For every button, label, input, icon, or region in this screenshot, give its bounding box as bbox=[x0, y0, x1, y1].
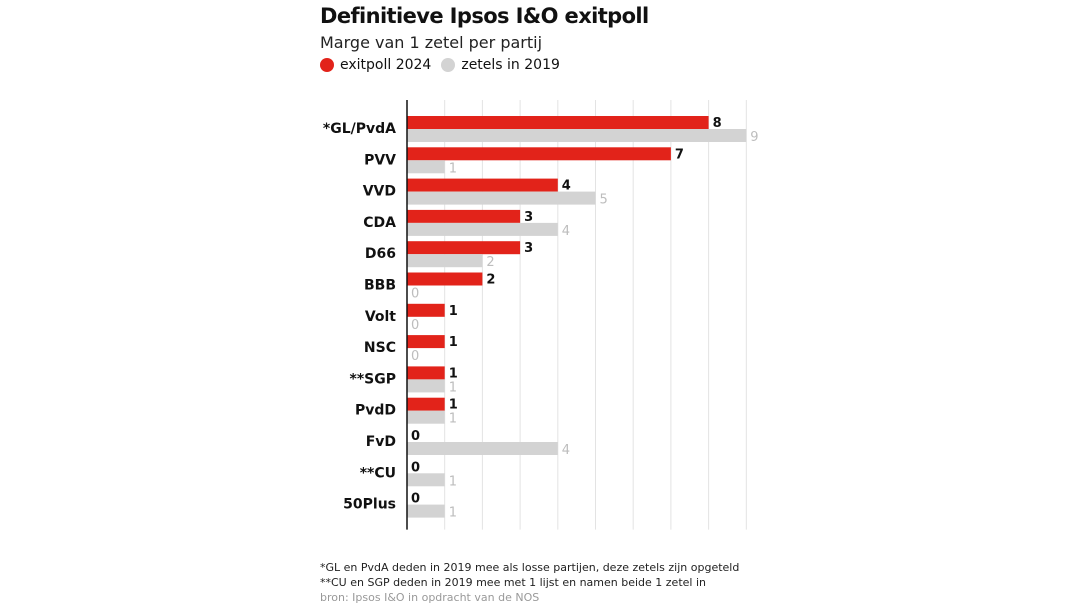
legend-label-exitpoll: exitpoll 2024 bbox=[340, 57, 432, 73]
bar-exitpoll-2024 bbox=[407, 241, 521, 255]
value-label-zetels-2019: 0 bbox=[411, 287, 419, 302]
value-label-exitpoll-2024: 8 bbox=[713, 116, 722, 131]
legend-label-2019: zetels in 2019 bbox=[461, 57, 560, 73]
category-label: CDA bbox=[363, 215, 396, 231]
category-label: Volt bbox=[365, 309, 396, 325]
value-label-zetels-2019: 1 bbox=[449, 412, 457, 427]
value-label-zetels-2019: 0 bbox=[411, 349, 419, 364]
value-label-exitpoll-2024: 1 bbox=[449, 398, 458, 413]
category-label: BBB bbox=[364, 278, 396, 294]
value-label-zetels-2019: 2 bbox=[486, 255, 494, 270]
value-label-zetels-2019: 1 bbox=[449, 380, 457, 395]
chart-title: Definitieve Ipsos I&O exitpoll bbox=[320, 4, 649, 28]
footnote-gl-pvda: *GL en PvdA deden in 2019 mee als losse … bbox=[320, 561, 740, 574]
bar-zetels-2019 bbox=[407, 473, 445, 487]
value-label-exitpoll-2024: 3 bbox=[524, 241, 533, 256]
value-label-zetels-2019: 1 bbox=[449, 474, 457, 489]
category-label: NSC bbox=[364, 340, 396, 356]
bar-exitpoll-2024 bbox=[407, 335, 445, 349]
category-label: **SGP bbox=[350, 371, 396, 387]
bar-exitpoll-2024 bbox=[407, 209, 521, 223]
legend-swatch-2019 bbox=[441, 58, 456, 72]
category-label: VVD bbox=[363, 184, 396, 200]
value-label-exitpoll-2024: 1 bbox=[449, 304, 458, 319]
category-label: 50Plus bbox=[343, 497, 396, 513]
value-label-zetels-2019: 4 bbox=[562, 224, 570, 239]
bar-exitpoll-2024 bbox=[407, 303, 445, 317]
chart-subtitle: Marge van 1 zetel per partij bbox=[320, 33, 543, 52]
value-label-exitpoll-2024: 3 bbox=[524, 210, 533, 225]
bar-exitpoll-2024 bbox=[407, 397, 445, 411]
legend-swatch-exitpoll bbox=[320, 58, 334, 72]
category-label: *GL/PvdA bbox=[323, 121, 396, 137]
value-label-exitpoll-2024: 0 bbox=[411, 460, 420, 475]
footnote-cu-sgp: **CU en SGP deden in 2019 mee met 1 lijs… bbox=[320, 576, 706, 589]
value-label-zetels-2019: 4 bbox=[562, 443, 570, 458]
value-label-exitpoll-2024: 1 bbox=[449, 366, 458, 381]
value-label-zetels-2019: 1 bbox=[449, 161, 457, 176]
legend: exitpoll 2024 zetels in 2019 bbox=[320, 57, 570, 73]
value-label-exitpoll-2024: 0 bbox=[411, 429, 420, 444]
legend-item-exitpoll: exitpoll 2024 bbox=[320, 57, 431, 73]
value-label-zetels-2019: 9 bbox=[750, 130, 758, 145]
category-label: D66 bbox=[365, 246, 396, 262]
bar-zetels-2019 bbox=[407, 442, 558, 455]
value-label-exitpoll-2024: 7 bbox=[675, 147, 684, 162]
value-label-exitpoll-2024: 2 bbox=[486, 273, 495, 288]
bar-zetels-2019 bbox=[407, 410, 445, 424]
legend-item-2019: zetels in 2019 bbox=[441, 57, 560, 73]
bar-exitpoll-2024 bbox=[407, 147, 671, 161]
value-label-zetels-2019: 5 bbox=[600, 193, 608, 208]
value-label-exitpoll-2024: 0 bbox=[411, 492, 420, 507]
value-label-zetels-2019: 1 bbox=[449, 506, 457, 521]
bar-zetels-2019 bbox=[407, 254, 483, 268]
bar-exitpoll-2024 bbox=[407, 366, 445, 380]
source-note: bron: Ipsos I&O in opdracht van de NOS bbox=[320, 591, 540, 604]
bar-exitpoll-2024 bbox=[407, 116, 709, 129]
category-label: **CU bbox=[360, 465, 396, 481]
bar-zetels-2019 bbox=[407, 191, 596, 205]
bar-zetels-2019 bbox=[407, 379, 445, 393]
value-label-exitpoll-2024: 4 bbox=[562, 179, 571, 194]
category-label: PVV bbox=[364, 152, 396, 168]
category-label: FvD bbox=[366, 434, 396, 450]
bar-zetels-2019 bbox=[407, 504, 445, 518]
bar-zetels-2019 bbox=[407, 222, 558, 236]
value-label-zetels-2019: 0 bbox=[411, 318, 419, 333]
category-label: PvdD bbox=[355, 403, 396, 419]
value-label-exitpoll-2024: 1 bbox=[449, 335, 458, 350]
bar-zetels-2019 bbox=[407, 129, 747, 142]
bar-zetels-2019 bbox=[407, 160, 445, 174]
bar-exitpoll-2024 bbox=[407, 272, 483, 286]
bar-exitpoll-2024 bbox=[407, 178, 558, 192]
